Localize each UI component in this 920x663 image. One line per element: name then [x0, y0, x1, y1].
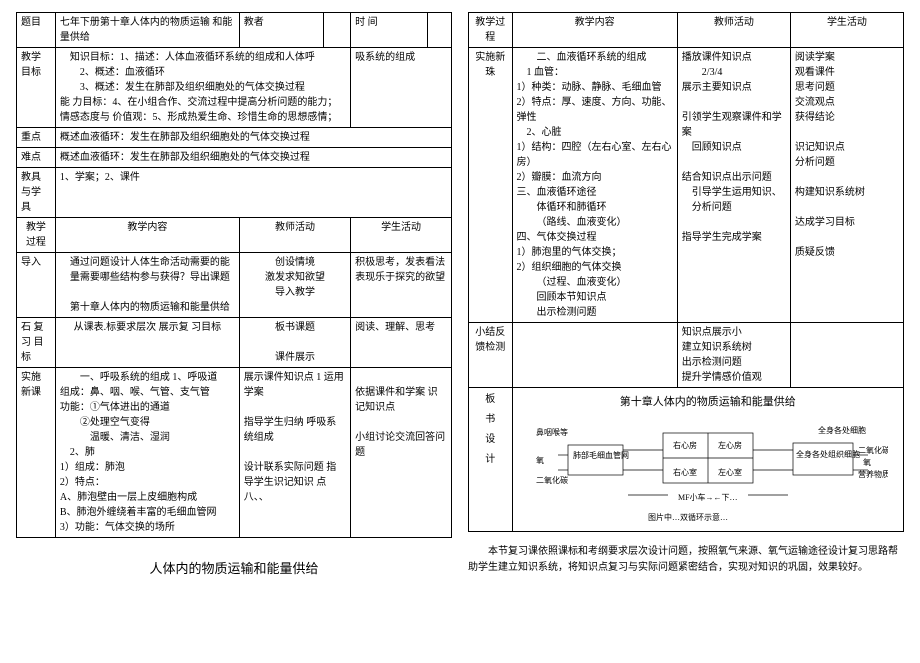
tool-text: 1、学案；2、课件	[55, 168, 451, 218]
svg-text:右心室: 右心室	[673, 467, 697, 477]
goal-label: 教学 目标	[17, 48, 56, 128]
new-c1: 一、呼吸系统的组成 1、呼吸道 组成：鼻、咽、喉、气管、支气管 功能：①气体进出…	[55, 368, 239, 538]
svg-text:氧: 氧	[536, 455, 544, 465]
teacher-label: 教者	[239, 13, 323, 48]
review-c1: 从课表.标要求层次 展示复 习目标	[55, 318, 239, 368]
review-c3: 阅读、理解、思考	[351, 318, 452, 368]
review-c2: 板书课题 课件展示	[239, 318, 350, 368]
intro-c3: 积极思考，发表看法 表现乐于探究的欲望	[351, 253, 452, 318]
impl-c2: 播放课件知识点 2/3/4 展示主要知识点 引领学生观察课件和学案 回顾知识点 …	[677, 48, 790, 323]
svg-text:二氧化碳: 二氧化碳	[536, 475, 568, 485]
diff-label: 难点	[17, 148, 56, 168]
svg-text:右心房: 右心房	[673, 440, 697, 450]
topic-text: 七年下册第十章人体内的物质运输 和能量供给	[55, 13, 239, 48]
tool-label: 教具 与学具	[17, 168, 56, 218]
key-text: 概述血液循环：发生在肺部及组织细胞处的气体交换过程	[55, 128, 451, 148]
svg-text:左心房: 左心房	[718, 440, 742, 450]
hdr-c0: 教学 过程	[17, 218, 56, 253]
svg-text:二氧化碳: 二氧化碳	[858, 445, 888, 455]
lesson-plan-table-2: 教学过程 教学内容 教师活动 学生活动 实施新珠 二、血液循环系统的组成 1 血…	[468, 12, 904, 532]
board-content: 第十章人体内的物质运输和能量供给 肺部毛细血管网 鼻咽喉等 氧 二氧化碳	[512, 388, 904, 532]
new-c3: 依据课件和学案 识记知识点 小组讨论交流回答问 题	[351, 368, 452, 538]
svg-text:全身各处细胞: 全身各处细胞	[818, 425, 866, 435]
new-c0: 实施 新课	[17, 368, 56, 538]
intro-c2: 创设情境 激发求知欲望 导入教学	[239, 253, 350, 318]
svg-text:氧: 氧	[863, 457, 871, 467]
new-c2: 展示课件知识点 1 运用学案 指导学生归纳 呼吸系统组成 设计联系实际问题 指导…	[239, 368, 350, 538]
left-page: 题目 七年下册第十章人体内的物质运输 和能量供给 教者 时 间 教学 目标 知识…	[8, 8, 460, 655]
impl-c1: 二、血液循环系统的组成 1 血管： 1）种类：动脉、静脉、毛细血管 2）特点：厚…	[512, 48, 677, 323]
svg-text:图片中…双循环示意…: 图片中…双循环示意…	[648, 512, 728, 522]
sum-c2: 知识点展示小 建立知识系统树 出示检测问题 提升学情感价值观	[677, 323, 790, 388]
teacher-val	[323, 13, 351, 48]
lesson-plan-table: 题目 七年下册第十章人体内的物质运输 和能量供给 教者 时 间 教学 目标 知识…	[16, 12, 452, 538]
svg-text:鼻咽喉等: 鼻咽喉等	[536, 427, 568, 437]
svg-text:MF小车→←下…: MF小车→←下…	[678, 492, 738, 502]
sum-c1	[512, 323, 677, 388]
time-label: 时 间	[351, 13, 428, 48]
sum-c0: 小结反馈检测	[469, 323, 513, 388]
hdr-c2: 教师活动	[239, 218, 350, 253]
key-label: 重点	[17, 128, 56, 148]
time-val	[428, 13, 452, 48]
svg-text:肺部毛细血管网: 肺部毛细血管网	[573, 450, 629, 460]
svg-text:全身各处组织细胞: 全身各处组织细胞	[796, 449, 860, 459]
hdr2-c3: 学生活动	[790, 13, 903, 48]
diff-text: 概述血液循环：发生在肺部及组织细胞处的气体交换过程	[55, 148, 451, 168]
board-title: 第十章人体内的物质运输和能量供给	[517, 394, 900, 411]
impl-c3: 阅读学案 观看课件 思考问题 交流观点 获得结论 识记知识点 分析问题 构建知识…	[790, 48, 903, 323]
hdr2-c0: 教学过程	[469, 13, 513, 48]
hdr2-c2: 教师活动	[677, 13, 790, 48]
right-page: 教学过程 教学内容 教师活动 学生活动 实施新珠 二、血液循环系统的组成 1 血…	[460, 8, 912, 655]
footer-note: 本节复习课依照课标和考纲要求层次设计问题，按照氧气来源、氧气运输途径设计复习思路…	[468, 544, 904, 576]
goal-right: 吸系统的组成	[351, 48, 452, 128]
goal-content: 知识目标：1、描述：人体血液循环系统的组成和人体呼 2、概述：血液循环 3、概述…	[55, 48, 350, 128]
impl-c0: 实施新珠	[469, 48, 513, 323]
hdr-c1: 教学内容	[55, 218, 239, 253]
hdr2-c1: 教学内容	[512, 13, 677, 48]
bottom-title: 人体内的物质运输和能量供给	[16, 558, 452, 577]
sum-c3	[790, 323, 903, 388]
intro-c1: 通过问题设计人体生命活动需要的能 量需要哪些结构参与获得？导出课题 第十章人体内…	[55, 253, 239, 318]
svg-text:左心室: 左心室	[718, 467, 742, 477]
topic-label: 题目	[17, 13, 56, 48]
hdr-c3: 学生活动	[351, 218, 452, 253]
svg-text:营养物质: 营养物质	[858, 469, 888, 479]
circulation-diagram: 肺部毛细血管网 鼻咽喉等 氧 二氧化碳 右心房 左心房 右心室 左心室	[528, 415, 888, 525]
intro-c0: 导入	[17, 253, 56, 318]
review-c0: 石 复习 目标	[17, 318, 56, 368]
board-c0: 板书设计	[469, 388, 513, 532]
